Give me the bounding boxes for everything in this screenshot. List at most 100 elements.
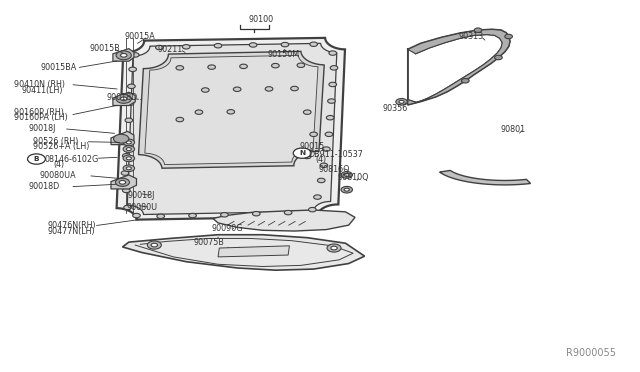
Text: 90018D: 90018D xyxy=(28,182,60,191)
Circle shape xyxy=(214,44,222,48)
Circle shape xyxy=(461,78,469,83)
Circle shape xyxy=(126,141,131,144)
Circle shape xyxy=(123,139,134,146)
Circle shape xyxy=(119,180,125,184)
Circle shape xyxy=(120,97,127,101)
Text: 90410N (RH): 90410N (RH) xyxy=(14,80,65,89)
Circle shape xyxy=(252,211,260,216)
Circle shape xyxy=(341,171,353,178)
Circle shape xyxy=(308,208,316,212)
Circle shape xyxy=(147,241,161,249)
Polygon shape xyxy=(113,49,134,61)
Circle shape xyxy=(208,65,216,69)
Text: N: N xyxy=(299,150,305,156)
Circle shape xyxy=(297,63,305,67)
Circle shape xyxy=(189,213,196,218)
Polygon shape xyxy=(111,131,134,145)
Circle shape xyxy=(182,45,190,49)
Polygon shape xyxy=(145,55,318,164)
Circle shape xyxy=(126,157,131,160)
Circle shape xyxy=(234,87,241,92)
Text: 90160PA (LH): 90160PA (LH) xyxy=(14,113,68,122)
Circle shape xyxy=(314,195,321,199)
Circle shape xyxy=(122,188,130,193)
Text: 90100: 90100 xyxy=(248,15,274,23)
Circle shape xyxy=(399,100,404,103)
Text: 90018D: 90018D xyxy=(106,93,138,102)
Circle shape xyxy=(291,86,298,91)
Circle shape xyxy=(176,65,184,70)
Circle shape xyxy=(281,42,289,47)
Text: B: B xyxy=(34,156,39,162)
Text: 90080UA: 90080UA xyxy=(40,171,76,180)
Text: 90015B: 90015B xyxy=(90,44,120,53)
Text: 90018J: 90018J xyxy=(28,124,56,133)
Circle shape xyxy=(326,115,334,120)
Polygon shape xyxy=(138,51,324,168)
Circle shape xyxy=(505,34,513,39)
Circle shape xyxy=(329,82,337,87)
Text: 90080U: 90080U xyxy=(126,203,157,212)
Polygon shape xyxy=(213,210,355,231)
Text: (4): (4) xyxy=(315,155,326,164)
Circle shape xyxy=(126,148,131,151)
Text: 90313: 90313 xyxy=(459,32,484,41)
Circle shape xyxy=(122,154,130,158)
Polygon shape xyxy=(440,170,531,185)
Circle shape xyxy=(123,155,134,161)
Circle shape xyxy=(327,244,341,252)
Polygon shape xyxy=(127,44,337,215)
Text: 90015A: 90015A xyxy=(124,32,155,41)
Circle shape xyxy=(344,188,349,191)
Circle shape xyxy=(284,211,292,215)
Circle shape xyxy=(293,148,311,158)
Polygon shape xyxy=(111,175,136,189)
Text: 90090G: 90090G xyxy=(212,224,243,232)
Text: 90018J: 90018J xyxy=(127,191,155,200)
Circle shape xyxy=(323,147,330,151)
Circle shape xyxy=(156,45,163,50)
Polygon shape xyxy=(113,92,135,106)
Text: 90801: 90801 xyxy=(501,125,526,134)
Circle shape xyxy=(325,132,333,137)
Circle shape xyxy=(227,110,235,114)
Circle shape xyxy=(176,117,184,122)
Text: 90476N(RH): 90476N(RH) xyxy=(47,221,96,230)
Circle shape xyxy=(124,205,131,210)
Circle shape xyxy=(221,212,228,217)
Circle shape xyxy=(240,64,247,68)
Polygon shape xyxy=(116,38,345,219)
Circle shape xyxy=(132,213,140,218)
Circle shape xyxy=(195,110,203,114)
Text: 90816Q: 90816Q xyxy=(319,164,350,173)
Circle shape xyxy=(121,171,129,175)
Text: 90411(LH): 90411(LH) xyxy=(22,86,63,94)
Polygon shape xyxy=(122,235,365,270)
Circle shape xyxy=(317,178,325,183)
Text: 90526+A (LH): 90526+A (LH) xyxy=(33,142,90,151)
Circle shape xyxy=(120,54,127,57)
Circle shape xyxy=(341,186,353,193)
Text: 90150M: 90150M xyxy=(268,50,300,59)
Circle shape xyxy=(28,154,45,164)
Text: 08146-6102G: 08146-6102G xyxy=(45,155,99,164)
Text: 90015: 90015 xyxy=(300,142,325,151)
Text: R9000055: R9000055 xyxy=(566,348,616,358)
Circle shape xyxy=(202,88,209,92)
Circle shape xyxy=(123,146,134,153)
Circle shape xyxy=(113,134,129,143)
Circle shape xyxy=(265,87,273,91)
Circle shape xyxy=(474,28,482,32)
Circle shape xyxy=(303,154,311,159)
Polygon shape xyxy=(408,29,510,105)
Text: (4): (4) xyxy=(54,160,65,169)
Circle shape xyxy=(330,65,338,70)
Circle shape xyxy=(127,84,135,89)
Polygon shape xyxy=(218,246,289,257)
Circle shape xyxy=(328,99,335,103)
Circle shape xyxy=(126,101,134,106)
Circle shape xyxy=(331,246,337,250)
Circle shape xyxy=(129,67,136,71)
Text: 90075B: 90075B xyxy=(194,238,225,247)
Circle shape xyxy=(151,243,157,247)
